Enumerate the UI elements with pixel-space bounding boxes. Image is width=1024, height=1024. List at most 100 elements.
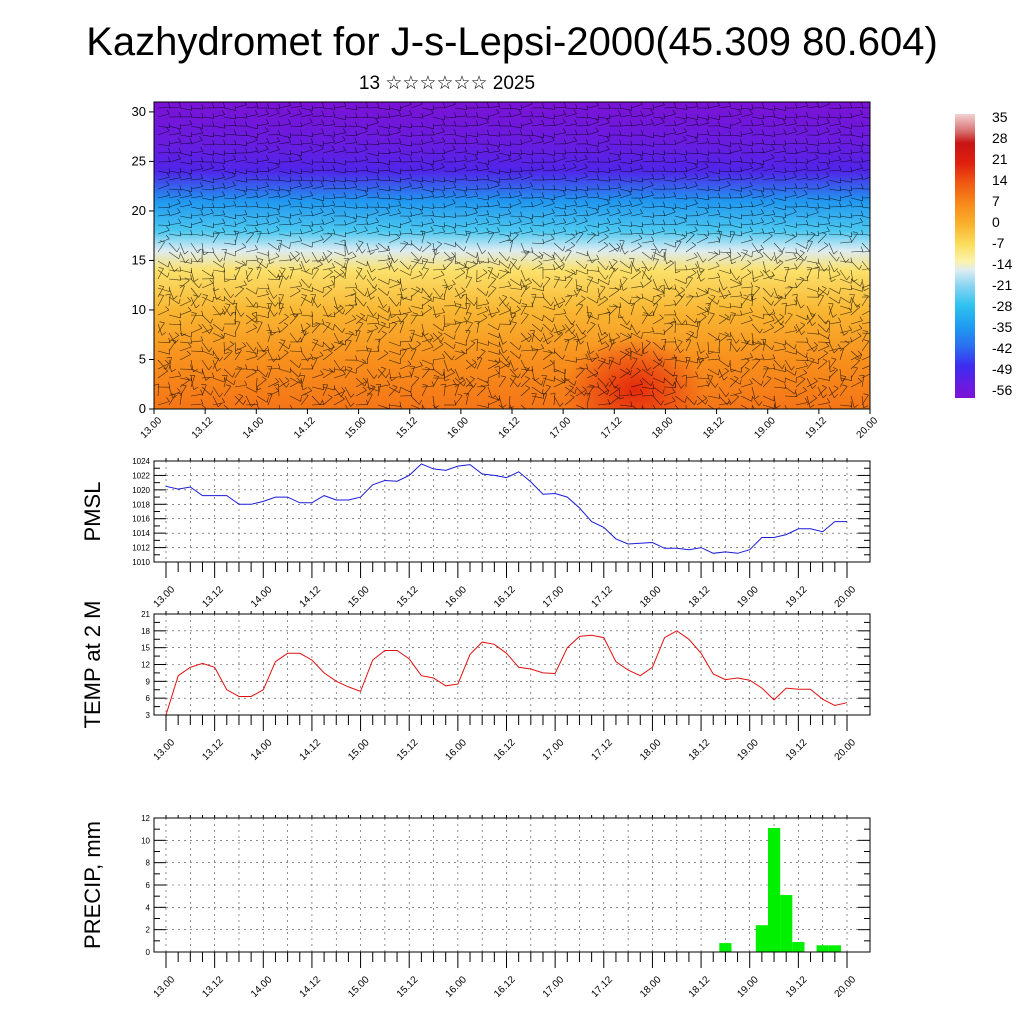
wind-barb-feather (487, 257, 490, 263)
wind-barb (751, 152, 765, 154)
wind-barb-feather (553, 104, 556, 110)
wind-barb (245, 296, 254, 307)
wind-barb (278, 233, 291, 237)
wind-barb-feather (700, 278, 705, 282)
wind-barb-feather (641, 221, 644, 227)
wind-barb-feather (442, 227, 446, 233)
wind-barb (201, 179, 214, 183)
wind-barb-feather (614, 286, 620, 291)
wind-barb-feather (794, 370, 797, 376)
wind-barb-feather (696, 210, 699, 216)
wind-barb-feather (184, 250, 189, 255)
wind-barb-feather (443, 222, 446, 228)
wind-barb (300, 179, 313, 182)
wind-barb-feather (352, 411, 355, 415)
wind-barb-feather (617, 208, 621, 213)
wind-barb-feather (219, 257, 224, 263)
wind-barb-feather (791, 233, 796, 238)
wind-barb (344, 134, 358, 137)
wind-barb (773, 251, 778, 264)
wind-barb (707, 197, 721, 199)
wind-barb (454, 260, 466, 267)
wind-barb (432, 179, 445, 183)
wind-barb-feather (329, 275, 335, 278)
wind-barb (421, 332, 430, 343)
wind-barb (740, 107, 753, 110)
wind-barb-feather (549, 332, 554, 337)
wind-barb (630, 260, 637, 272)
wind-barb-feather (831, 279, 836, 283)
wind-barb (729, 392, 742, 397)
wind-barb-feather (740, 310, 743, 316)
wind-barb-feather (792, 293, 798, 296)
wind-barb-feather (805, 120, 809, 126)
wind-barb (564, 233, 578, 236)
wind-barb-feather (502, 404, 507, 408)
wind-barb-feather (232, 372, 236, 378)
wind-barb (476, 287, 487, 296)
wind-barb-feather (421, 221, 424, 227)
wind-barb (344, 267, 347, 280)
wind-barb-feather (212, 131, 215, 137)
wind-barb (553, 188, 566, 192)
wind-barb-feather (179, 230, 182, 236)
colorbar-label: -7 (992, 235, 1005, 251)
wind-barb (564, 336, 576, 343)
wind-barb (586, 350, 593, 363)
wind-barb (498, 159, 511, 163)
wind-barb (432, 249, 438, 262)
wind-barb (476, 242, 483, 254)
wind-barb-feather (863, 405, 869, 409)
wind-barb-feather (333, 228, 336, 234)
wind-barb (377, 296, 384, 308)
wind-barb-feather (234, 274, 237, 280)
wind-barb (322, 384, 328, 397)
wind-barb-feather (350, 402, 355, 407)
wind-barb (762, 275, 775, 280)
wind-barb-feather (476, 203, 479, 209)
wind-barb (223, 159, 236, 163)
wind-barb-feather (827, 219, 831, 224)
wind-barb-feather (506, 256, 510, 262)
wind-barb (289, 221, 302, 226)
wind-barb (179, 124, 192, 127)
wind-barb-feather (188, 190, 192, 196)
wind-barb (190, 296, 199, 307)
wind-barb-feather (234, 221, 237, 227)
y-tick-label: 1010 (132, 558, 150, 567)
wind-barb (432, 188, 445, 191)
wind-barb-feather (388, 230, 391, 237)
wind-barb (828, 388, 839, 397)
wind-barb (718, 184, 731, 190)
wind-barb-feather (340, 395, 345, 400)
wind-barb (795, 116, 809, 118)
wind-barb-feather (189, 119, 193, 125)
wind-barb-feather (630, 131, 633, 137)
y-tick-label: 1022 (132, 471, 150, 480)
wind-barb (586, 393, 591, 406)
wind-barb-feather (760, 271, 764, 276)
wind-barb-feather (813, 377, 818, 382)
wind-barb-feather (339, 304, 344, 308)
wind-barb (707, 265, 720, 271)
wind-barb (707, 233, 721, 235)
wind-barb-feather (502, 341, 507, 345)
wind-barb (553, 313, 566, 316)
wind-barb (740, 230, 753, 235)
wind-barb (751, 166, 764, 172)
wind-barb-feather (541, 111, 545, 117)
wind-barb-feather (473, 301, 477, 306)
wind-barb-feather (585, 129, 589, 135)
wind-barb-feather (288, 137, 292, 143)
wind-barb-feather (432, 130, 435, 136)
wind-barb-feather (298, 181, 302, 187)
wind-barb-feather (683, 127, 687, 133)
wind-barb (344, 116, 358, 118)
wind-barb (245, 140, 258, 145)
wind-barb-feather (497, 146, 501, 152)
wind-barb (333, 272, 345, 280)
wind-barb (531, 395, 544, 399)
wind-barb-feather (839, 288, 841, 294)
wind-barb (234, 345, 247, 352)
wind-barb (751, 176, 764, 181)
